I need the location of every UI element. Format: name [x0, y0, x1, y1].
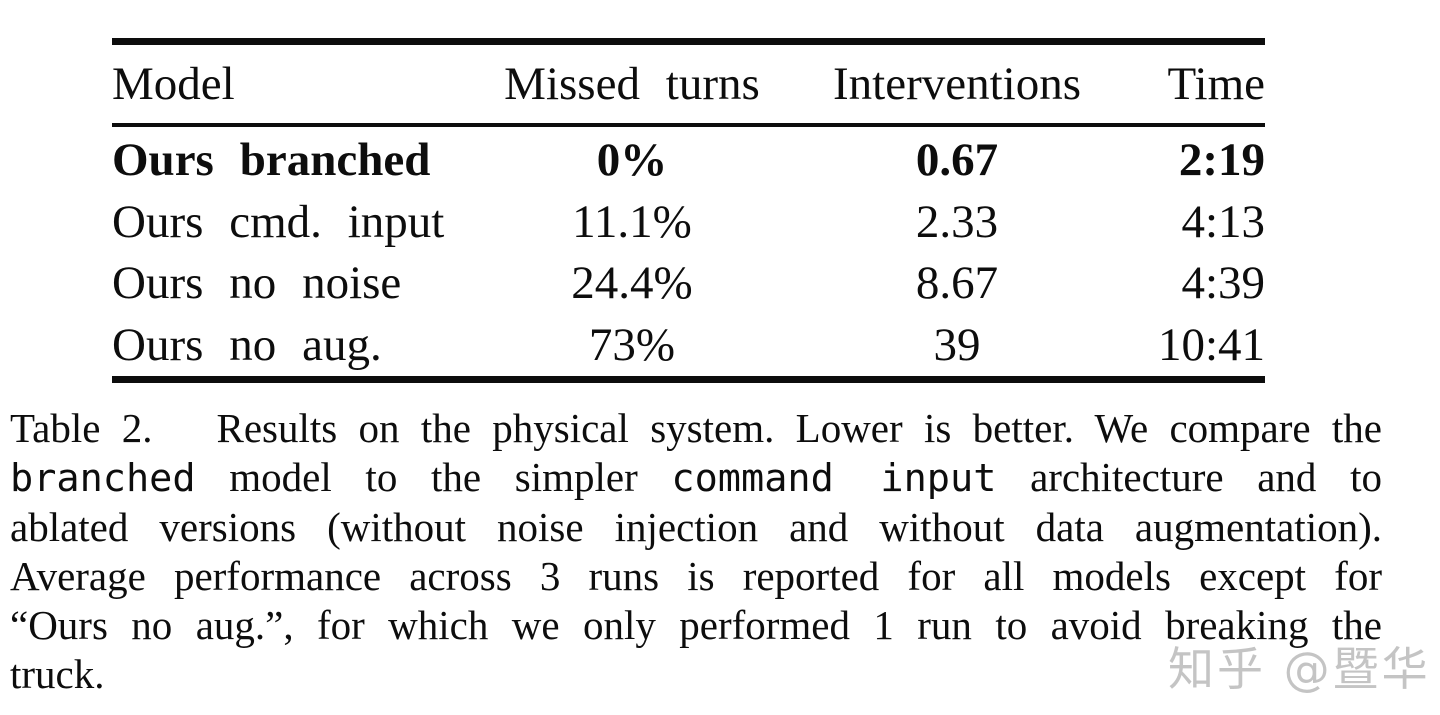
table-top-rule	[112, 38, 1265, 45]
table-header-row: Model Missed turns Interventions Time	[112, 45, 1265, 123]
caption-text: “Ours no aug.”, for which we only perfor…	[10, 602, 1382, 648]
table-row: Ours no noise 24.4% 8.67 4:39	[112, 253, 1265, 315]
watermark: 知乎 @暨华	[1168, 642, 1431, 696]
caption-line: Average performance across 3 runs is rep…	[10, 552, 1382, 601]
header-interventions: Interventions	[833, 58, 1081, 110]
header-missed-turns: Missed turns	[504, 58, 760, 110]
cell-interventions: 2.33	[915, 195, 999, 248]
table-row: Ours branched 0% 0.67 2:19	[112, 129, 1265, 191]
header-model: Model	[112, 58, 235, 110]
cell-model: Ours branched	[112, 133, 431, 186]
caption-text: ablated versions (without noise injectio…	[10, 504, 1382, 550]
caption-line: Table 2. Results on the physical system.…	[10, 404, 1382, 453]
caption-line: “Ours no aug.”, for which we only perfor…	[10, 601, 1382, 650]
caption: Table 2. Results on the physical system.…	[10, 404, 1382, 699]
header-time: Time	[1167, 58, 1265, 110]
cell-model: Ours cmd. input	[112, 195, 445, 248]
cell-model: Ours no noise	[112, 257, 402, 310]
cell-interventions: 0.67	[915, 133, 999, 186]
table-body: Ours branched 0% 0.67 2:19 Ours cmd. input 11…	[112, 127, 1265, 376]
cell-time: 2:19	[1178, 133, 1265, 186]
cell-missed_turns: 11.1%	[572, 195, 692, 248]
results-table: Model Missed turns Interventions Time Ou…	[112, 38, 1265, 383]
caption-code-text: command input	[671, 456, 997, 501]
caption-text: Average performance across 3 runs is rep…	[10, 553, 1382, 599]
cell-missed_turns: 24.4%	[571, 257, 693, 310]
table-mid-rule	[112, 123, 1265, 127]
caption-text: truck.	[10, 651, 105, 697]
caption-line: truck.	[10, 650, 1382, 699]
cell-time: 10:41	[1157, 319, 1265, 372]
caption-code-text: branched	[10, 456, 196, 501]
cell-time: 4:13	[1181, 195, 1265, 248]
table-bottom-rule	[112, 376, 1265, 383]
caption-text: architecture and to	[996, 454, 1382, 500]
table-row: Ours no aug. 73% 39 10:41	[112, 314, 1265, 376]
cell-model: Ours no aug.	[112, 319, 382, 372]
cell-interventions: 39	[933, 319, 981, 372]
cell-missed_turns: 0%	[596, 133, 668, 186]
caption-text: Table 2. Results on the physical system.…	[10, 405, 1382, 451]
caption-line: branched model to the simpler command in…	[10, 453, 1382, 503]
cell-time: 4:39	[1181, 257, 1265, 310]
caption-text: model to the simpler	[195, 454, 672, 500]
caption-line: ablated versions (without noise injectio…	[10, 503, 1382, 552]
cell-missed_turns: 73%	[588, 319, 676, 372]
table-row: Ours cmd. input 11.1% 2.33 4:13	[112, 191, 1265, 253]
cell-interventions: 8.67	[915, 257, 999, 310]
